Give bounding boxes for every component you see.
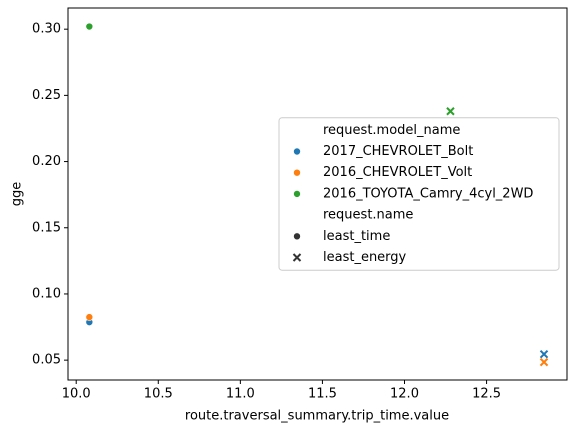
legend-label: least_energy (323, 250, 407, 265)
legend-title: request.name (323, 208, 413, 223)
y-tick-label: 0.10 (32, 286, 61, 301)
legend-label: least_time (323, 229, 390, 244)
x-tick-label: 11.5 (308, 387, 337, 402)
y-tick-label: 0.20 (32, 154, 61, 169)
legend-title: request.model_name (323, 123, 460, 138)
legend-marker (293, 232, 301, 241)
scatter-point (85, 313, 94, 321)
legend-marker (293, 168, 301, 177)
legend-marker (292, 253, 302, 262)
scatter-point (85, 22, 94, 31)
x-tick-label: 10.0 (62, 387, 91, 402)
plot-frame (67, 7, 568, 381)
legend-label: 2016_TOYOTA_Camry_4cyl_2WD (323, 186, 533, 201)
scatter-point (539, 357, 549, 367)
x-tick-label: 12.0 (390, 387, 419, 402)
scatter-point (446, 107, 455, 116)
y-tick-label: 0.05 (32, 353, 61, 368)
legend-marker (293, 190, 301, 198)
scatter-point (539, 349, 549, 359)
y-tick-label: 0.15 (32, 220, 61, 235)
y-axis-label: gge (10, 182, 25, 207)
y-tick-label: 0.30 (32, 22, 61, 37)
y-tick-label: 0.25 (32, 88, 61, 103)
x-axis-label: route.traversal_summary.trip_time.value (185, 409, 449, 424)
legend-box (278, 117, 560, 271)
x-tick-label: 12.5 (472, 387, 501, 402)
x-tick-label: 10.5 (144, 387, 173, 402)
legend-label: 2017_CHEVROLET_Bolt (323, 144, 473, 159)
legend-marker (293, 147, 301, 156)
legend-label: 2016_CHEVROLET_Volt (323, 165, 472, 180)
x-tick-label: 11.0 (226, 387, 255, 402)
